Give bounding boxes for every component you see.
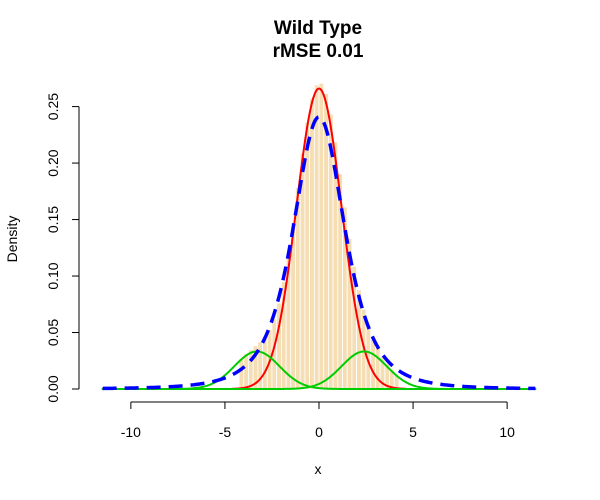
histogram-bar bbox=[243, 353, 249, 390]
density-curves bbox=[101, 87, 537, 391]
y-axis-label: Density bbox=[4, 216, 20, 263]
density-curve-3 bbox=[101, 350, 537, 390]
histogram-bar bbox=[318, 82, 325, 390]
histogram-bar bbox=[375, 347, 381, 390]
histogram-bar bbox=[323, 93, 329, 390]
histogram-bar bbox=[295, 187, 301, 390]
y-tick-label: 0.10 bbox=[45, 262, 61, 289]
x-tick-label: 0 bbox=[315, 424, 323, 440]
x-axis-label: x bbox=[315, 461, 322, 477]
density-curve-4 bbox=[101, 115, 537, 391]
histogram-bar bbox=[238, 358, 245, 390]
x-tick-label: 10 bbox=[499, 424, 515, 440]
histogram-bar bbox=[262, 336, 268, 390]
chart-title: Wild Type bbox=[274, 18, 362, 39]
y-tick-label: 0.20 bbox=[45, 149, 61, 176]
density-curve-1 bbox=[231, 87, 407, 390]
y-tick-label: 0.25 bbox=[45, 93, 61, 120]
x-tick-label: -5 bbox=[219, 424, 232, 440]
x-axis: -10 -5 0 5 10 bbox=[121, 401, 515, 440]
y-tick-label: 0.05 bbox=[45, 319, 61, 346]
x-tick-label: 5 bbox=[409, 424, 417, 440]
chart-subtitle: rMSE 0.01 bbox=[273, 41, 364, 62]
y-axis: 0.00 0.05 0.10 0.15 0.20 0.25 bbox=[45, 93, 80, 403]
x-tick-label: -10 bbox=[121, 424, 141, 440]
histogram-bar bbox=[313, 84, 320, 390]
histogram-bar bbox=[248, 349, 254, 390]
y-tick-label: 0.15 bbox=[45, 206, 61, 233]
y-tick-label: 0.00 bbox=[45, 375, 61, 402]
